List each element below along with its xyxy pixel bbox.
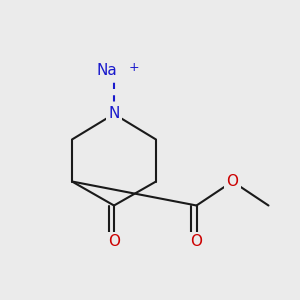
Text: N: N [108,106,120,122]
Text: Na: Na [96,63,117,78]
Text: +: + [128,61,139,74]
Text: O: O [226,174,238,189]
Text: O: O [108,234,120,249]
Text: O: O [190,234,202,249]
